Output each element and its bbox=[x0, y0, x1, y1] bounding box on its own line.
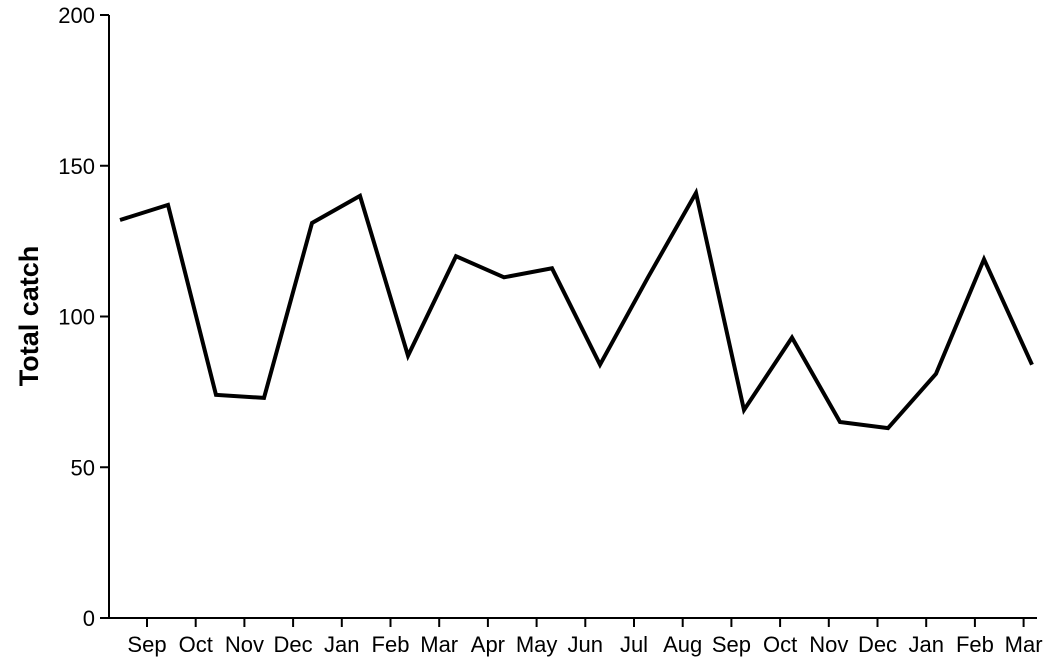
x-tick-label: Sep bbox=[127, 632, 166, 657]
y-tick-label: 100 bbox=[58, 305, 95, 330]
x-tick-label: Apr bbox=[471, 632, 505, 657]
x-tick-label: Dec bbox=[858, 632, 897, 657]
x-tick-label: Jan bbox=[908, 632, 943, 657]
x-tick-label: Nov bbox=[225, 632, 264, 657]
x-tick-label: Oct bbox=[179, 632, 213, 657]
x-tick-label: Feb bbox=[956, 632, 994, 657]
y-axis-title: Total catch bbox=[14, 246, 44, 387]
x-tick-label: Jun bbox=[568, 632, 603, 657]
x-tick-label: Sep bbox=[712, 632, 751, 657]
x-tick-label: Oct bbox=[763, 632, 797, 657]
series-layer bbox=[119, 187, 1034, 431]
x-tick-label: Dec bbox=[274, 632, 313, 657]
y-tick-label: 0 bbox=[83, 606, 95, 631]
y-axis: 0 50 100 150 200 bbox=[58, 3, 110, 631]
x-tick-label: Feb bbox=[372, 632, 410, 657]
x-tick-label: Nov bbox=[809, 632, 848, 657]
y-tick-label: 50 bbox=[71, 455, 95, 480]
y-tick-label: 200 bbox=[58, 3, 95, 28]
x-tick-label: Mar bbox=[420, 632, 458, 657]
x-tick-label: Mar bbox=[1005, 632, 1043, 657]
series-line bbox=[119, 187, 1034, 431]
x-tick-label: Jul bbox=[620, 632, 648, 657]
x-tick-label: Jan bbox=[324, 632, 359, 657]
x-tick-label: May bbox=[516, 632, 558, 657]
x-axis: Sep Oct Nov Dec Jan Feb Mar Apr May Jun Jul Aug Sep O… bbox=[109, 617, 1043, 657]
y-tick-label: 150 bbox=[58, 154, 95, 179]
x-tick-label: Aug bbox=[663, 632, 702, 657]
